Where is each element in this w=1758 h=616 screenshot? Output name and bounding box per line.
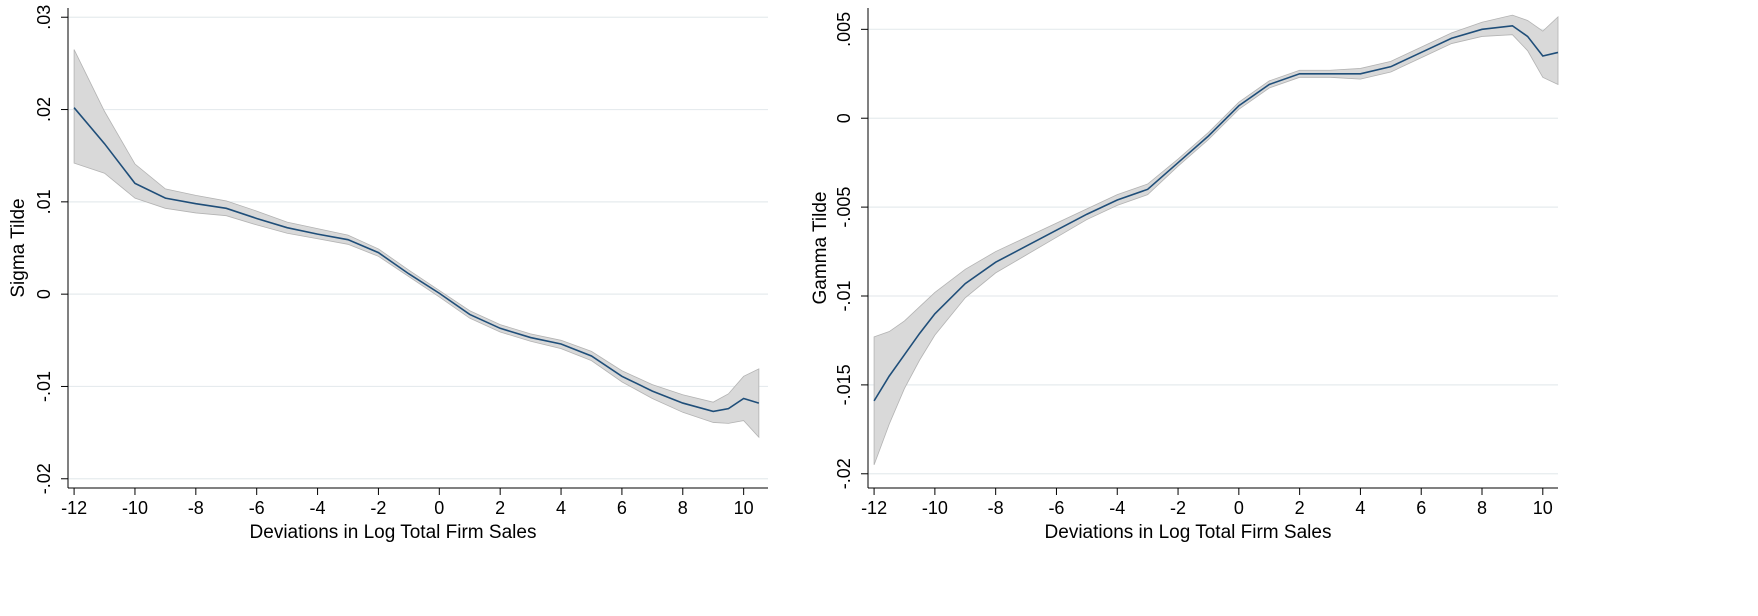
x-tick-label: 0 <box>434 498 444 518</box>
chart-panel-2: -12 -10 -8 -6 -4 -2 0 2 4 6 8 10 -.02 -.015 -.01 -.005 0… <box>810 8 1559 543</box>
y-tick-label: -.02 <box>834 458 854 489</box>
x-tick-label: -2 <box>370 498 386 518</box>
series-line-1 <box>73 107 760 413</box>
confidence-band-1 <box>73 49 760 439</box>
x-tick-label: -10 <box>122 498 148 518</box>
y-tick-label: 0 <box>34 289 54 299</box>
y-tick-label: -.01 <box>834 280 854 311</box>
x-tick-label: 6 <box>1416 498 1426 518</box>
y-tick-label: .03 <box>34 5 54 30</box>
x-tick-label: -12 <box>61 498 87 518</box>
y-tick-label: .005 <box>834 12 854 47</box>
x-tick-label: 4 <box>556 498 566 518</box>
y-tick-label: -.015 <box>834 364 854 405</box>
y-tick-label: .01 <box>34 189 54 214</box>
x-tick-label: -10 <box>922 498 948 518</box>
x-tick-label: -4 <box>310 498 326 518</box>
x-tick-label: -6 <box>1048 498 1064 518</box>
y-tick-label: -.02 <box>34 463 54 494</box>
x-tick-label: 0 <box>1234 498 1244 518</box>
x-axis-title: Deviations in Log Total Firm Sales <box>1045 522 1332 543</box>
y-axis-title: Gamma Tilde <box>810 192 831 305</box>
x-tick-label: -12 <box>861 498 887 518</box>
x-tick-label: 8 <box>678 498 688 518</box>
x-tick-label: -6 <box>249 498 265 518</box>
x-axis-title: Deviations in Log Total Firm Sales <box>250 522 537 543</box>
y-tick-label: 0 <box>834 113 854 123</box>
x-tick-label: 2 <box>1295 498 1305 518</box>
series-line-1 <box>873 24 1559 402</box>
x-tick-label: -2 <box>1170 498 1186 518</box>
x-tick-label: -8 <box>188 498 204 518</box>
x-tick-label: 10 <box>1533 498 1553 518</box>
x-tick-label: -8 <box>988 498 1004 518</box>
x-tick-label: 8 <box>1477 498 1487 518</box>
x-tick-label: 4 <box>1355 498 1365 518</box>
y-tick-label: -.005 <box>834 187 854 228</box>
x-tick-label: -4 <box>1109 498 1125 518</box>
x-tick-label: 6 <box>617 498 627 518</box>
y-tick-label: .02 <box>34 97 54 122</box>
confidence-band-1 <box>873 14 1559 466</box>
chart-panel-1: -12 -10 -8 -6 -4 -2 0 2 4 6 8 10 -.02 -.01 0 .01 .02 .03 D… <box>8 5 768 543</box>
x-tick-label: 2 <box>495 498 505 518</box>
x-tick-label: 10 <box>734 498 754 518</box>
y-tick-label: -.01 <box>34 371 54 402</box>
y-axis-title: Sigma Tilde <box>8 198 29 297</box>
